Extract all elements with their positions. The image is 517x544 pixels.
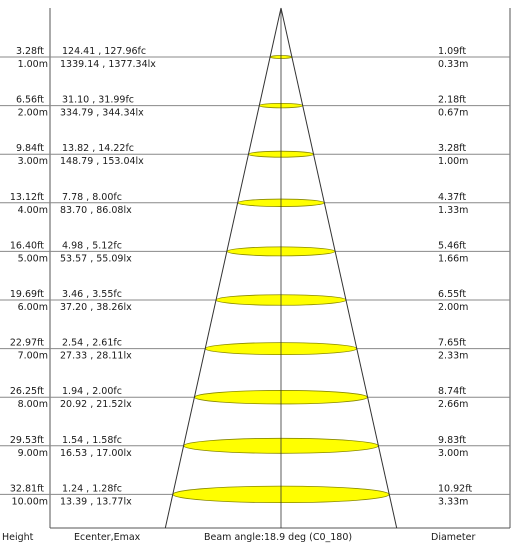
- height-ft-label: 13.12ft: [10, 192, 44, 203]
- labels-layer: 3.28ft 1.00m 124.41 , 127.96fc 1339.14 , 13…: [10, 46, 472, 507]
- illuminance-lx-label: 37.20 , 38.26lx: [60, 302, 132, 313]
- height-m-label: 10.00m: [12, 496, 48, 507]
- diameter-m-label: 2.66m: [438, 399, 468, 410]
- illuminance-fc-label: 124.41 , 127.96fc: [62, 46, 146, 57]
- height-ft-label: 32.81ft: [10, 483, 44, 494]
- height-ft-label: 29.53ft: [10, 435, 44, 446]
- illuminance-lx-label: 1339.14 , 1377.34lx: [60, 59, 156, 70]
- illuminance-lx-label: 16.53 , 17.00lx: [60, 448, 132, 459]
- height-m-label: 1.00m: [18, 59, 48, 70]
- diameter-m-label: 1.33m: [438, 205, 468, 216]
- diameter-ft-label: 6.55ft: [438, 289, 466, 300]
- height-ft-label: 9.84ft: [16, 143, 44, 154]
- illuminance-fc-label: 2.54 , 2.61fc: [62, 338, 122, 349]
- cone-layer: [164, 7, 398, 529]
- ecenter-column-label: Ecenter,Emax: [74, 532, 141, 543]
- height-ft-label: 22.97ft: [10, 338, 44, 349]
- height-ft-label: 3.28ft: [16, 46, 44, 57]
- height-m-label: 8.00m: [18, 399, 48, 410]
- illuminance-lx-label: 27.33 , 28.11lx: [60, 351, 132, 362]
- height-ft-label: 16.40ft: [10, 240, 44, 251]
- height-ft-label: 6.56ft: [16, 95, 44, 106]
- diameter-ft-label: 10.92ft: [438, 483, 472, 494]
- illuminance-fc-label: 31.10 , 31.99fc: [62, 95, 134, 106]
- illuminance-fc-label: 7.78 , 8.00fc: [62, 192, 122, 203]
- height-m-label: 7.00m: [18, 351, 48, 362]
- illuminance-lx-label: 13.39 , 13.77lx: [60, 496, 132, 507]
- diameter-ft-label: 5.46ft: [438, 240, 466, 251]
- diameter-ft-label: 1.09ft: [438, 46, 466, 57]
- height-m-label: 5.00m: [18, 253, 48, 264]
- diameter-m-label: 2.33m: [438, 351, 468, 362]
- diameter-m-label: 3.00m: [438, 448, 468, 459]
- diameter-m-label: 0.33m: [438, 59, 468, 70]
- diameter-ft-label: 7.65ft: [438, 338, 466, 349]
- height-column-label: Height: [2, 532, 34, 543]
- height-m-label: 2.00m: [18, 108, 48, 119]
- height-m-label: 6.00m: [18, 302, 48, 313]
- diameter-ft-label: 4.37ft: [438, 192, 466, 203]
- illuminance-lx-label: 334.79 , 344.34lx: [60, 108, 144, 119]
- height-m-label: 4.00m: [18, 205, 48, 216]
- illuminance-fc-label: 3.46 , 3.55fc: [62, 289, 122, 300]
- diameter-m-label: 3.33m: [438, 496, 468, 507]
- illuminance-fc-label: 1.94 , 2.00fc: [62, 386, 122, 397]
- diameter-m-label: 1.00m: [438, 156, 468, 167]
- diameter-ft-label: 8.74ft: [438, 386, 466, 397]
- height-m-label: 3.00m: [18, 156, 48, 167]
- illuminance-lx-label: 53.57 , 55.09lx: [60, 253, 132, 264]
- illuminance-fc-label: 4.98 , 5.12fc: [62, 240, 122, 251]
- diameter-m-label: 2.00m: [438, 302, 468, 313]
- illuminance-lx-label: 20.92 , 21.52lx: [60, 399, 132, 410]
- illuminance-fc-label: 13.82 , 14.22fc: [62, 143, 134, 154]
- diameter-m-label: 0.67m: [438, 108, 468, 119]
- diameter-m-label: 1.66m: [438, 253, 468, 264]
- diameter-column-label: Diameter: [431, 532, 475, 543]
- height-ft-label: 26.25ft: [10, 386, 44, 397]
- illuminance-fc-label: 1.24 , 1.28fc: [62, 483, 122, 494]
- illuminance-lx-label: 148.79 , 153.04lx: [60, 156, 144, 167]
- diameter-ft-label: 9.83ft: [438, 435, 466, 446]
- illuminance-fc-label: 1.54 , 1.58fc: [62, 435, 122, 446]
- cone-right-edge: [280, 7, 398, 529]
- illuminance-lx-label: 83.70 , 86.08lx: [60, 205, 132, 216]
- beam-angle-label: Beam angle:18.9 deg (C0_180): [204, 532, 352, 543]
- height-ft-label: 19.69ft: [10, 289, 44, 300]
- diameter-ft-label: 2.18ft: [438, 95, 466, 106]
- cone-left-edge: [164, 7, 282, 529]
- height-m-label: 9.00m: [18, 448, 48, 459]
- diameter-ft-label: 3.28ft: [438, 143, 466, 154]
